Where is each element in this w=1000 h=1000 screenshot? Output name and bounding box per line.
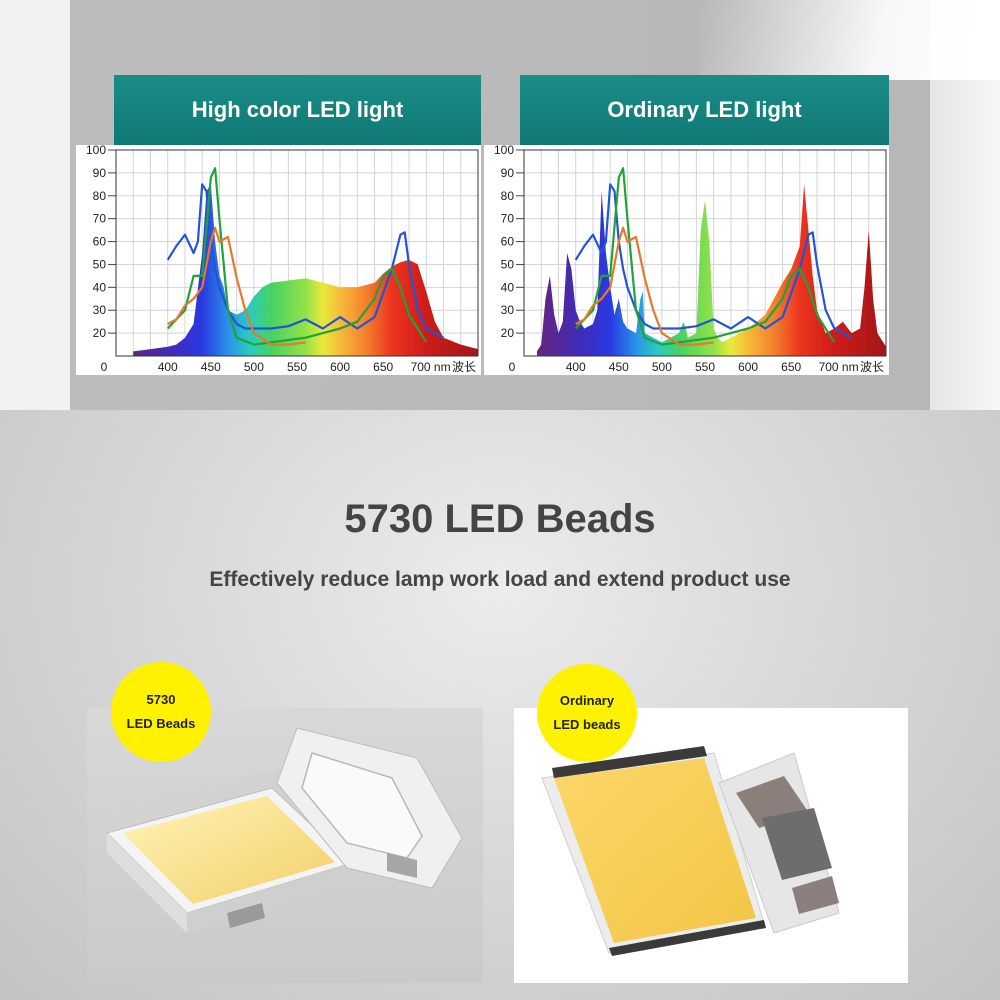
x-tick-label: 0	[101, 360, 108, 374]
x-tick-label: 波长	[452, 360, 476, 374]
series-line	[166, 183, 445, 339]
page-subheadline: Effectively reduce lamp work load and ex…	[209, 568, 791, 591]
series-line	[574, 183, 853, 339]
led-5730-illustration	[105, 727, 463, 933]
y-tick-label: 90	[501, 166, 515, 180]
x-tick-label: 波长	[860, 360, 884, 374]
plot-frame	[523, 149, 887, 357]
chip-back-bottom-pad	[792, 876, 839, 914]
chip-bottom-edge	[609, 920, 766, 956]
chart-title: Ordinary LED light	[520, 75, 889, 145]
y-tick-label: 70	[93, 212, 107, 226]
chart-plot-area: 100 90 80 70 60 50 40 30 20 0 400 450 500 550 600 650 70…	[76, 145, 481, 375]
spectrum-area	[133, 184, 478, 356]
y-tick-label: 30	[501, 303, 515, 317]
x-tick-label: 450	[201, 360, 221, 374]
chart-title: High color LED light	[114, 75, 481, 145]
y-tick-label: 80	[501, 189, 515, 203]
spectrum-group	[536, 167, 886, 356]
y-tick-label: 100	[494, 145, 514, 157]
y-tick-label: 70	[501, 212, 515, 226]
spectrum-chart-svg: 100 90 80 70 60 50 40 30 20 0 400 450 500 550 600 650 70…	[86, 145, 479, 374]
y-tick-label: 90	[93, 166, 107, 180]
ordinary-led-photo	[514, 708, 908, 983]
y-tick-label: 60	[501, 235, 515, 249]
y-tick-label: 60	[93, 235, 107, 249]
chart-plot-area: 100 90 80 70 60 50 40 30 20 0 400 450 500 550 600 650 70…	[484, 145, 889, 375]
y-tick-label: 20	[501, 326, 515, 340]
y-tick-label: 40	[93, 280, 107, 294]
x-tick-label: 650	[373, 360, 393, 374]
badge-5730: 5730 LED Beads	[111, 662, 211, 762]
chip-back-center-pad	[762, 808, 832, 880]
badge-line-2: LED beads	[553, 717, 621, 732]
x-tick-label: 400	[566, 360, 586, 374]
spectrum-area	[536, 184, 886, 356]
badge-line-1: 5730	[146, 692, 176, 707]
x-tick-label: 0	[509, 360, 516, 374]
badge-ordinary: Ordinary LED beads	[537, 664, 637, 762]
y-tick-label: 30	[93, 303, 107, 317]
series-line	[574, 167, 836, 346]
chip-side	[107, 833, 187, 933]
spectrum-chart-svg: 100 90 80 70 60 50 40 30 20 0 400 450 500 550 600 650 70…	[494, 145, 887, 374]
badge-line-2: LED Beads	[126, 716, 196, 731]
light-glare	[700, 0, 1000, 80]
y-tick-label: 50	[93, 257, 107, 271]
series-line	[575, 226, 714, 346]
y-tick-label: 100	[86, 145, 106, 157]
x-tick-label: 650	[781, 360, 801, 374]
phosphor-area	[554, 758, 756, 943]
x-tick-label: 400	[158, 360, 178, 374]
high-color-chart: High color LED light 100 90 80 70 60 50 40 30 20…	[76, 75, 481, 375]
series-line	[166, 167, 428, 346]
y-tick-label: 20	[93, 326, 107, 340]
x-tick-label: 500	[244, 360, 264, 374]
x-tick-label: 550	[695, 360, 715, 374]
x-tick-label: 500	[652, 360, 672, 374]
phosphor-area	[123, 796, 335, 904]
ordinary-led-illustration	[541, 746, 840, 956]
y-tick-label: 80	[93, 189, 107, 203]
x-tick-label: 450	[609, 360, 629, 374]
x-tick-label: 600	[330, 360, 350, 374]
solder-pad	[227, 903, 265, 928]
x-tick-label: 600	[738, 360, 758, 374]
x-tick-label: 700 nm	[411, 360, 451, 374]
x-tick-label: 700 nm	[819, 360, 859, 374]
plot-frame	[115, 149, 479, 357]
badge-line-1: Ordinary	[559, 693, 615, 708]
series-line	[167, 226, 306, 346]
ordinary-chart: Ordinary LED light 100 90 80 70 60 50 40 30 20 0 4…	[484, 75, 889, 375]
chip-back-lead	[387, 853, 417, 878]
page-headline: 5730 LED Beads	[344, 497, 656, 541]
x-tick-label: 550	[287, 360, 307, 374]
spectrum-group	[133, 167, 478, 356]
y-tick-label: 40	[501, 280, 515, 294]
y-tick-label: 50	[501, 257, 515, 271]
chip-top-edge	[552, 746, 707, 778]
